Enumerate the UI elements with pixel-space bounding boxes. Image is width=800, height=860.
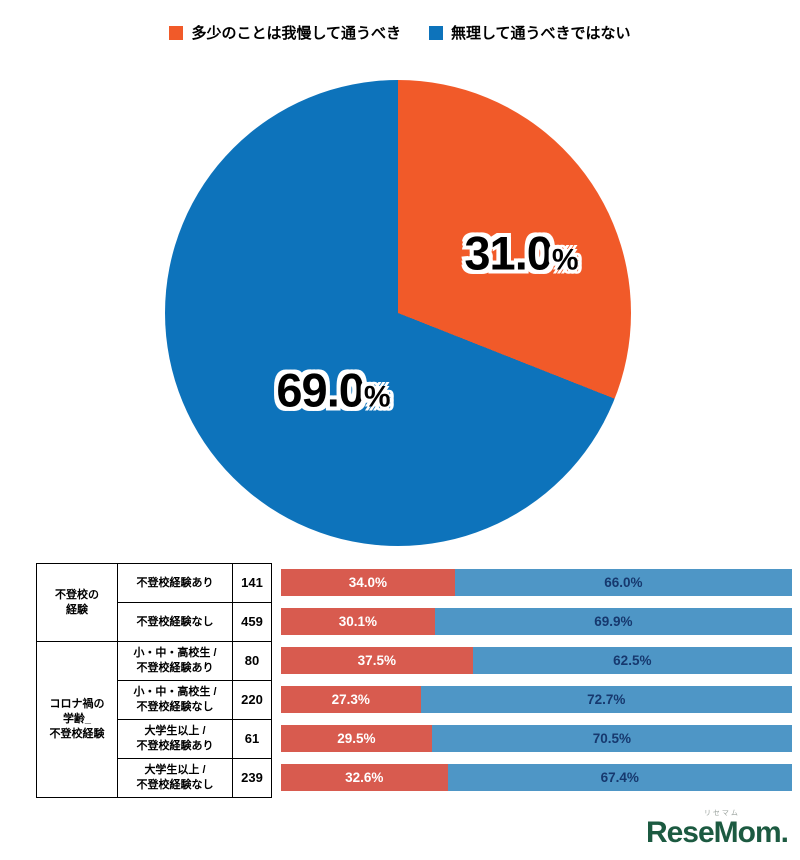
logo-dot: . [780,816,789,849]
bar-segment-red-label: 37.5% [357,653,396,668]
bar-segment-blue: 67.4% [447,764,792,791]
category-label-cell: 小・中・高校生 / 不登校経験なし [117,680,233,720]
table-row: 大学生以上 / 不登校経験なし 239 [37,758,272,798]
pie-value-orange: 31.0 [464,226,552,280]
bar-segment-blue-label: 70.5% [592,731,631,746]
bar-segment-blue: 69.9% [434,608,792,635]
category-label-cell: 大学生以上 / 不登校経験あり [117,719,233,759]
category-label-cell: 小・中・高校生 / 不登校経験あり [117,641,233,681]
legend-swatch-blue [429,25,443,40]
group-cell: コロナ禍の 学齢_ 不登校経験 [36,641,118,798]
bar-segment-blue-label: 67.4% [600,770,639,785]
bar-segment-blue-label: 62.5% [613,653,652,668]
bar-segment-red-label: 29.5% [337,731,376,746]
category-label-cell: 不登校経験あり [117,563,233,603]
count-cell: 141 [232,563,272,603]
bar-segment-red: 37.5% [281,647,473,674]
bar-segment-blue: 72.7% [420,686,792,713]
legend-item-blue: 無理して通うべきではない [429,22,631,43]
category-table: 不登校の 経験 不登校経験あり 141 不登校経験なし 459 コロナ禍の 学齢_ 不登校… [36,563,272,798]
bar-segment-red: 30.1% [281,608,435,635]
pie-chart [165,80,631,546]
legend-label-orange: 多少のことは我慢して通うべき [191,25,401,42]
table-row: 大学生以上 / 不登校経験あり 61 [37,719,272,759]
bar-row: 29.5% 70.5% [281,719,792,758]
logo-ruby-text: リセマム [703,810,740,817]
count-cell: 80 [232,641,272,681]
bar-row: 27.3% 72.7% [281,680,792,719]
category-label-cell: 不登校経験なし [117,602,233,642]
table-row: 小・中・高校生 / 不登校経験なし 220 [37,680,272,720]
pie-value-blue: 69.0 [276,363,364,417]
bar-segment-red-label: 30.1% [338,614,378,629]
bar-segment-blue: 70.5% [431,725,792,752]
category-label-cell: 大学生以上 / 不登校経験なし [117,758,233,798]
count-cell: 239 [232,758,272,798]
pie-unit-blue: % [363,380,391,414]
resemom-logo: リセマム ReseMom. [645,810,789,849]
count-cell: 220 [232,680,272,720]
pie-data-label-blue: 69.0% [276,363,391,418]
bar-row: 32.6% 67.4% [281,758,792,797]
bar-segment-blue-label: 69.9% [594,614,633,629]
bar-segment-red: 29.5% [281,725,432,752]
legend: 多少のことは我慢して通うべき 無理して通うべきではない [0,22,800,43]
category-table-body: 不登校の 経験 不登校経験あり 141 不登校経験なし 459 コロナ禍の 学齢_ 不登校… [36,563,272,798]
bar-segment-red-label: 32.6% [345,770,384,785]
pie-data-label-orange: 31.0% [464,226,579,281]
bar-segment-red-label: 34.0% [348,575,387,590]
bar-segment-red: 32.6% [281,764,448,791]
bar-segment-blue: 62.5% [472,647,792,674]
bar-segment-red: 27.3% [281,686,421,713]
bar-row: 37.5% 62.5% [281,641,792,680]
legend-label-blue: 無理して通うべきではない [451,25,631,42]
bar-chart: 34.0% 66.0% 30.1% 69.9% 37.5% 62.5% 27.3% 72.7%… [281,563,792,797]
bar-row: 30.1% 69.9% [281,602,792,641]
table-row: 不登校経験なし 459 [37,602,272,642]
legend-item-orange: 多少のことは我慢して通うべき [169,22,401,43]
bar-row: 34.0% 66.0% [281,563,792,602]
pie-unit-orange: % [551,243,579,277]
table-row: 不登校の 経験 不登校経験あり 141 [36,563,272,642]
group-cell: 不登校の 経験 [36,563,118,642]
bar-segment-red: 34.0% [281,569,455,596]
bar-segment-red-label: 27.3% [331,692,370,707]
bar-segment-blue: 66.0% [454,569,792,596]
count-cell: 459 [232,602,272,642]
logo-text: ReseMom [645,816,782,849]
bar-segment-blue-label: 72.7% [587,692,626,707]
count-cell: 61 [232,719,272,759]
bar-segment-blue-label: 66.0% [604,575,643,590]
table-row: コロナ禍の 学齢_ 不登校経験 小・中・高校生 / 不登校経験あり 80 [36,641,272,798]
legend-swatch-orange [169,25,184,40]
